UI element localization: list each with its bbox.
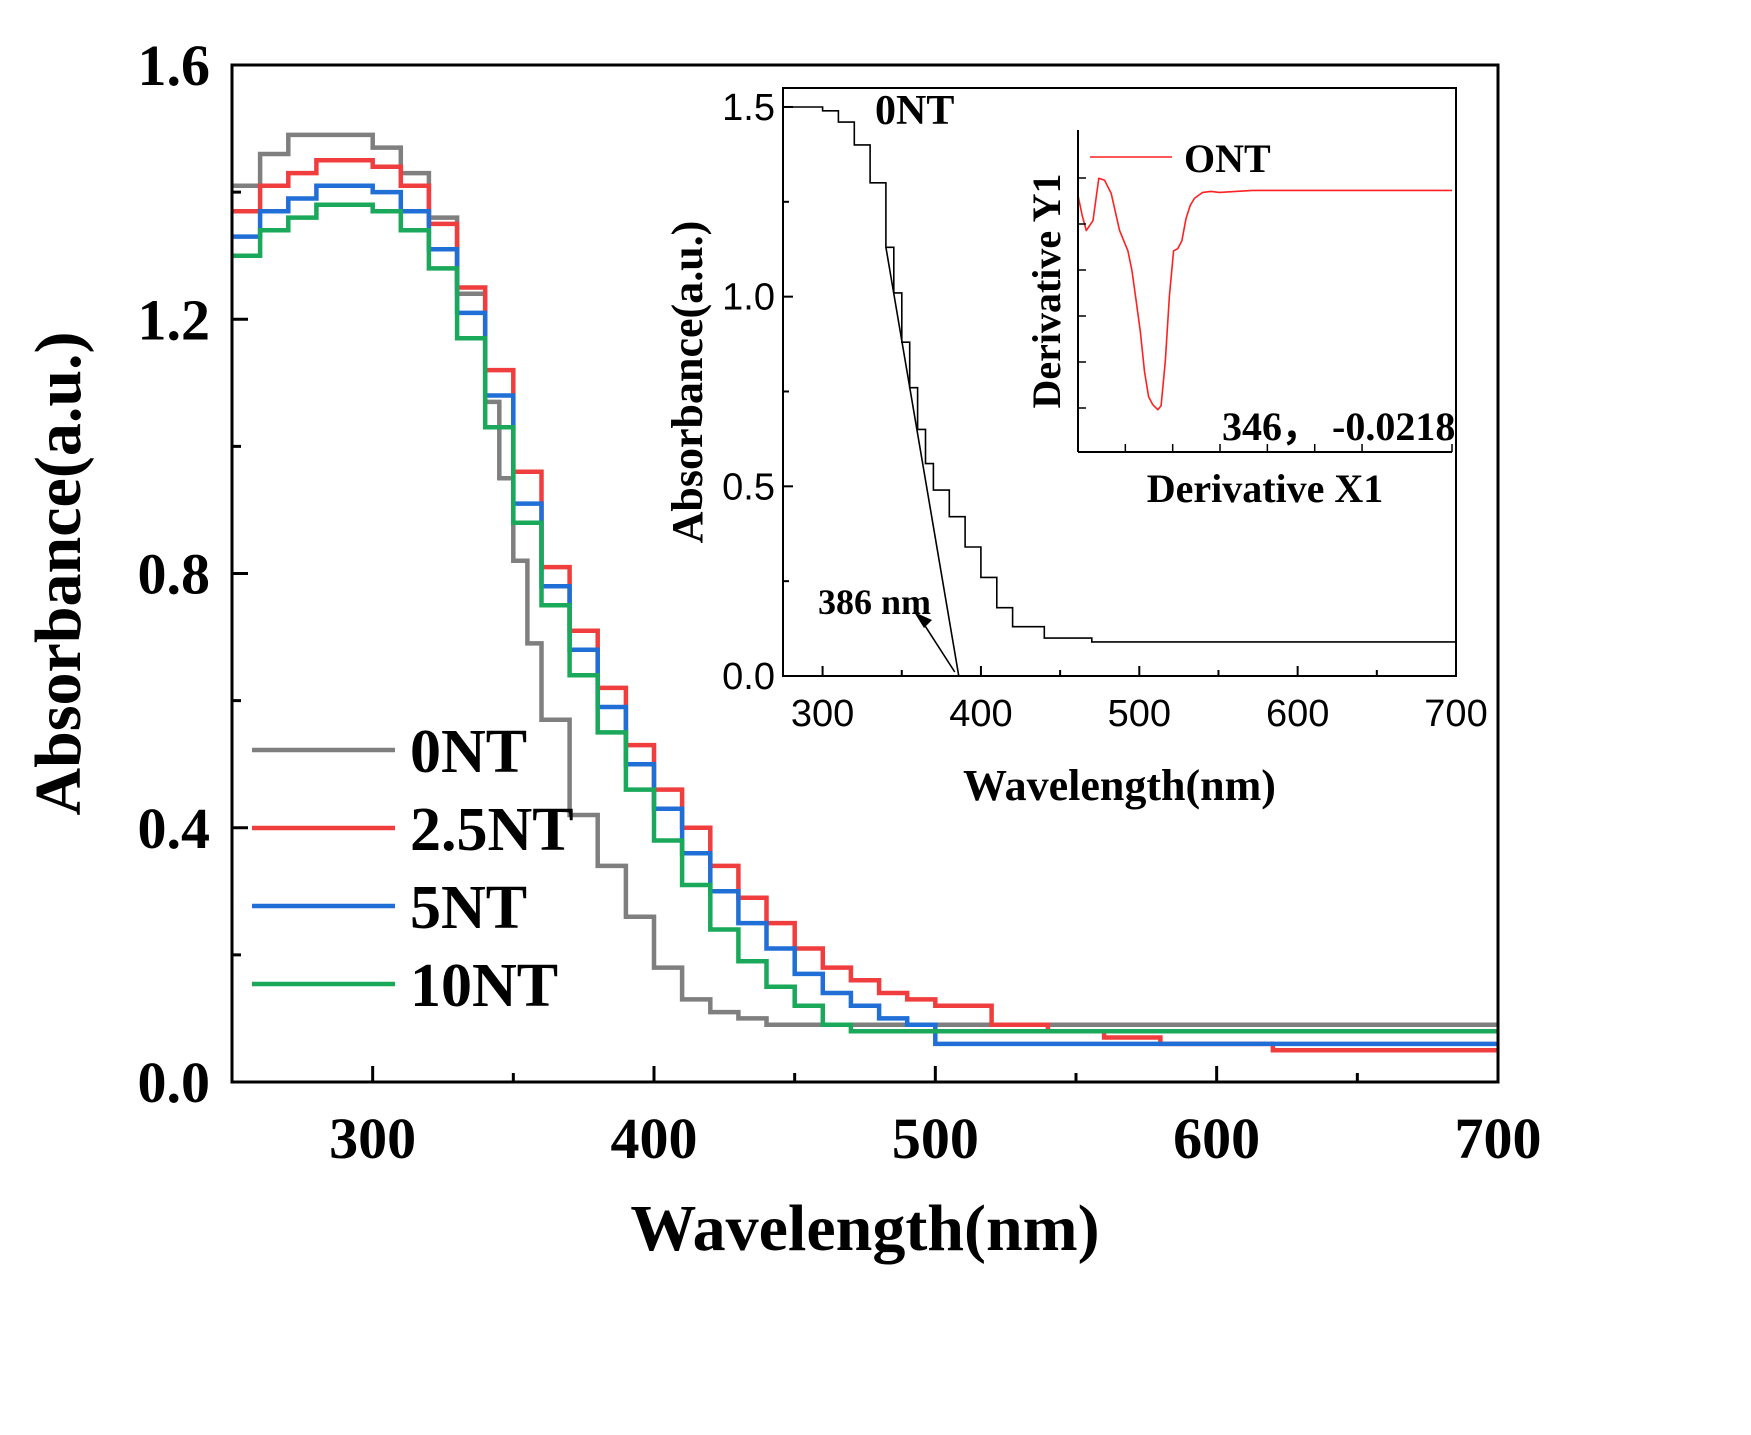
derivative-y-axis-title: Derivative Y1	[1024, 173, 1069, 408]
y-axis-title: Absorbance(a.u.)	[22, 331, 95, 815]
inset-x-tick-label: 500	[1108, 693, 1171, 735]
inset-series-label: 0NT	[875, 88, 954, 134]
y-tick-label: 0.4	[138, 796, 211, 861]
inset-annotation-386nm: 386 nm	[818, 582, 931, 622]
x-axis-title: Wavelength(nm)	[630, 1192, 1099, 1265]
x-tick-label: 500	[892, 1106, 979, 1171]
x-tick-label: 600	[1173, 1106, 1260, 1171]
series-line-2-5nt	[232, 158, 1498, 1053]
series-line-5nt	[232, 183, 1498, 1047]
legend-label-0nt: 0NT	[410, 718, 527, 786]
x-tick-label: 300	[329, 1106, 416, 1171]
x-tick-label: 700	[1455, 1106, 1542, 1171]
inset-x-axis-title: Wavelength(nm)	[963, 761, 1276, 810]
inset-y-tick-label: 1.0	[722, 277, 775, 319]
inset-y-tick-label: 0.5	[722, 466, 775, 508]
legend-label-5nt: 5NT	[410, 874, 527, 942]
legend-label-10nt: 10NT	[410, 952, 558, 1020]
y-tick-label: 0.8	[138, 542, 211, 607]
inset-annotation-arrow	[919, 617, 956, 673]
main-chart: 300 400 500 600 700 0.0 0.4 0.8 1.2 1.6 Wavelength…	[22, 33, 1542, 1265]
y-tick-label: 0.0	[138, 1050, 211, 1115]
series-line-0nt	[232, 132, 1498, 1028]
inset-tangent-line	[885, 247, 960, 677]
inset-x-tick-label: 700	[1424, 693, 1487, 735]
derivative-series-line-ont	[1077, 177, 1452, 411]
derivative-legend-label: ONT	[1184, 136, 1271, 181]
inset-x-tick-label: 300	[791, 693, 854, 735]
legend-label-2-5nt: 2.5NT	[410, 796, 574, 864]
y-tick-label: 1.6	[138, 33, 211, 98]
derivative-inset-chart: ONT 346， -0.0218 Derivative X1 Derivative Y…	[1024, 130, 1455, 511]
inset-x-tick-label: 400	[949, 693, 1012, 735]
inset-y-tick-label: 1.5	[722, 87, 775, 129]
inset-chart: 300 400 500 600 700 0.0 0.5 1.0 1.5 Wavelength(nm…	[663, 87, 1488, 810]
series-line-10nt	[232, 202, 1498, 1034]
x-tick-label: 400	[611, 1106, 698, 1171]
derivative-annotation: 346， -0.0218	[1222, 404, 1455, 449]
inset-annotation-arrowhead	[914, 612, 932, 628]
inset-plot-frame	[782, 87, 1457, 677]
inset-y-axis-title: Absorbance(a.u.)	[663, 221, 712, 544]
inset-series-line-0nt	[783, 106, 1456, 643]
inset-x-tick-label: 600	[1266, 693, 1329, 735]
inset-y-tick-label: 0.0	[722, 656, 775, 698]
y-tick-label: 1.2	[138, 287, 211, 352]
derivative-x-axis-title: Derivative X1	[1147, 466, 1384, 511]
